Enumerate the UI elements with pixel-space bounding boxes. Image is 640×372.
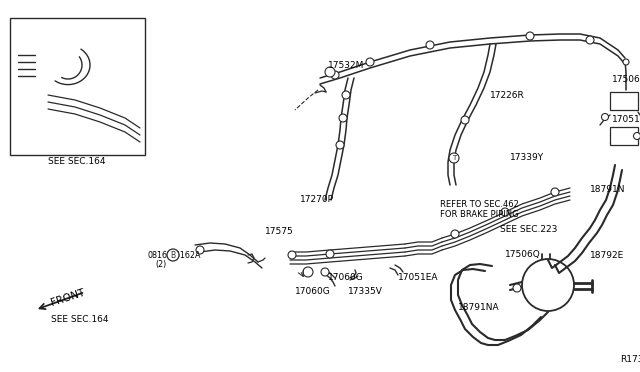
Text: R173005V: R173005V: [620, 356, 640, 365]
Text: 17506A: 17506A: [612, 76, 640, 84]
Text: 17060G: 17060G: [328, 273, 364, 282]
Text: 17060G: 17060G: [295, 288, 331, 296]
Circle shape: [321, 268, 329, 276]
Text: 18791NA: 18791NA: [458, 304, 500, 312]
Circle shape: [331, 71, 339, 79]
Text: 17051EA: 17051EA: [398, 273, 438, 282]
Text: 17051E: 17051E: [612, 115, 640, 125]
Text: 17270P: 17270P: [300, 196, 334, 205]
Text: REFER TO SEC.462
FOR BRAKE PIPING: REFER TO SEC.462 FOR BRAKE PIPING: [440, 200, 519, 219]
Circle shape: [288, 251, 296, 259]
Circle shape: [325, 67, 335, 77]
Text: 08168-6162A: 08168-6162A: [148, 250, 202, 260]
Circle shape: [449, 153, 459, 163]
Bar: [610, 127, 638, 145]
Circle shape: [167, 249, 179, 261]
Text: 17226R: 17226R: [490, 92, 525, 100]
Circle shape: [339, 114, 347, 122]
Circle shape: [522, 259, 574, 311]
Circle shape: [461, 116, 469, 124]
Text: B: B: [170, 250, 175, 260]
Circle shape: [336, 141, 344, 149]
Circle shape: [303, 267, 313, 277]
Text: 17339Y: 17339Y: [510, 154, 544, 163]
Circle shape: [526, 32, 534, 40]
Text: (2): (2): [155, 260, 166, 269]
Circle shape: [451, 230, 459, 238]
Circle shape: [551, 188, 559, 196]
Circle shape: [366, 58, 374, 66]
Text: 17575: 17575: [265, 228, 294, 237]
Circle shape: [513, 284, 521, 292]
Text: 17506Q: 17506Q: [505, 250, 541, 260]
Circle shape: [586, 36, 594, 44]
Text: 17335V: 17335V: [348, 288, 383, 296]
Circle shape: [501, 208, 509, 216]
Text: T: T: [452, 155, 456, 161]
Text: SEE SEC.223: SEE SEC.223: [500, 225, 557, 234]
Bar: [10, 18, 145, 155]
Circle shape: [634, 132, 640, 140]
Circle shape: [196, 246, 204, 254]
Circle shape: [623, 59, 629, 65]
Circle shape: [426, 41, 434, 49]
Circle shape: [326, 250, 334, 258]
Text: SEE SEC.164: SEE SEC.164: [48, 157, 106, 167]
Text: 18791N: 18791N: [590, 185, 625, 194]
Circle shape: [342, 91, 350, 99]
Text: 18792E: 18792E: [590, 250, 624, 260]
Text: 17532M: 17532M: [328, 61, 364, 70]
Text: SEE SEC.164: SEE SEC.164: [51, 315, 109, 324]
Bar: [610, 92, 638, 110]
Text: FRONT: FRONT: [50, 288, 86, 308]
Circle shape: [602, 113, 609, 121]
